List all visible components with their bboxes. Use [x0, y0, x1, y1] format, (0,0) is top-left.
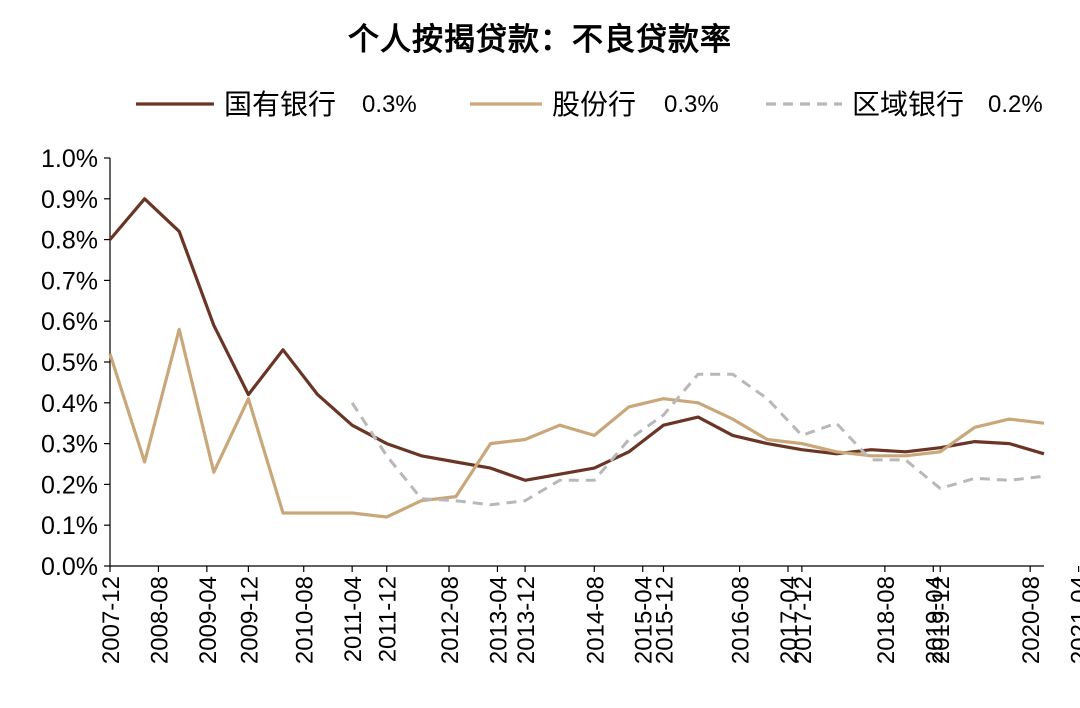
x-tick-label: 2009-04 [195, 576, 222, 664]
x-tick-label: 2011-12 [375, 576, 402, 662]
y-tick-label: 0.9% [41, 186, 98, 214]
x-tick-label: 2016-08 [728, 576, 755, 664]
legend-value-3: 0.2% [988, 91, 1043, 118]
legend-label-3: 区域银行 [852, 88, 964, 121]
series-line-1 [108, 197, 1045, 482]
y-tick-label: 0.7% [41, 267, 98, 295]
plot-area: 0.0% 0.1% 0.2% 0.3% 0.4% 0.5% 0.6% 0.7% 0.8% 0.9%… [41, 145, 1080, 664]
y-tick-label: 0.2% [41, 471, 98, 499]
legend: 国有银行 0.3% 股份行 0.3% 区域银行 0.2% [136, 88, 1043, 121]
y-tick-label: 0.4% [41, 390, 98, 418]
x-tick-label: 2010-08 [292, 576, 319, 664]
x-tick-label: 2014-08 [582, 576, 609, 664]
x-tick-label: 2013-12 [513, 576, 540, 664]
x-tick-label: 2019-04 [921, 576, 948, 664]
legend-value-2: 0.3% [664, 91, 719, 118]
legend-value-1: 0.3% [362, 91, 417, 118]
x-tick-label: 2020-08 [1018, 576, 1045, 664]
y-tick-label: 0.0% [41, 553, 98, 581]
x-tick-label: 2013-04 [485, 576, 512, 664]
x-tick-label: 2018-08 [873, 576, 900, 664]
y-tick-label: 0.5% [41, 349, 98, 377]
y-tick-label: 0.3% [41, 431, 98, 459]
y-tick-label: 0.6% [41, 308, 98, 336]
x-tick-label: 2017-04 [776, 576, 803, 664]
x-tick-label: 2008-08 [146, 576, 173, 664]
legend-label-1: 国有银行 [224, 88, 336, 121]
series-line-2 [108, 327, 1045, 519]
x-tick-label: 2012-08 [437, 576, 464, 664]
legend-label-2: 股份行 [552, 88, 636, 121]
x-tick-label: 2021-04 [1067, 576, 1080, 664]
y-tick-label: 0.8% [41, 227, 98, 255]
x-tick-label: 2011-04 [340, 576, 367, 662]
x-tick-label: 2015-12 [651, 576, 678, 664]
x-tick-label: 2017-12 [790, 576, 817, 664]
y-tick-label: 1.0% [41, 145, 98, 173]
x-tick-label: 2015-04 [631, 576, 658, 664]
y-tick-label: 0.1% [41, 512, 98, 540]
x-tick-label: 2007-12 [98, 576, 125, 664]
chart-title: 个人按揭贷款：不良贷款率 [348, 22, 732, 58]
x-tick-label: 2009-12 [236, 576, 263, 664]
x-tick-label: 2019-12 [928, 576, 955, 664]
series-line-3 [350, 372, 1045, 507]
